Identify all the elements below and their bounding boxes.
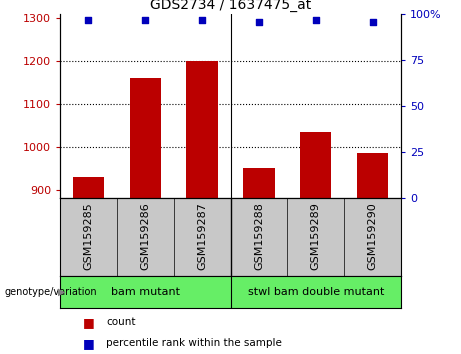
Bar [117, 198, 174, 276]
Bar [60, 198, 117, 276]
Text: ■: ■ [83, 316, 95, 329]
Bar [174, 198, 230, 276]
Text: GSM159289: GSM159289 [311, 202, 321, 270]
Point [85, 17, 92, 23]
Text: GSM159288: GSM159288 [254, 202, 264, 270]
Point [142, 17, 149, 23]
Text: stwl bam double mutant: stwl bam double mutant [248, 287, 384, 297]
Bar [130, 78, 161, 198]
Bar [230, 198, 287, 276]
Text: GSM159287: GSM159287 [197, 202, 207, 270]
Text: bam mutant: bam mutant [111, 287, 180, 297]
Bar [357, 153, 388, 198]
Text: GSM159285: GSM159285 [83, 202, 94, 270]
Point [369, 19, 376, 24]
Bar [243, 168, 275, 198]
Text: count: count [106, 317, 136, 327]
Text: ■: ■ [83, 337, 95, 350]
Title: GDS2734 / 1637475_at: GDS2734 / 1637475_at [150, 0, 311, 12]
Text: percentile rank within the sample: percentile rank within the sample [106, 338, 282, 348]
Bar [230, 276, 401, 308]
Bar [344, 198, 401, 276]
Point [255, 19, 263, 24]
Bar [186, 61, 218, 198]
Text: ▶: ▶ [58, 287, 65, 297]
Bar [287, 198, 344, 276]
Bar [300, 132, 331, 198]
Bar [73, 177, 104, 198]
Point [312, 17, 319, 23]
Point [198, 17, 206, 23]
Text: GSM159286: GSM159286 [140, 202, 150, 270]
Bar [60, 276, 230, 308]
Text: GSM159290: GSM159290 [367, 202, 378, 270]
Text: genotype/variation: genotype/variation [5, 287, 97, 297]
